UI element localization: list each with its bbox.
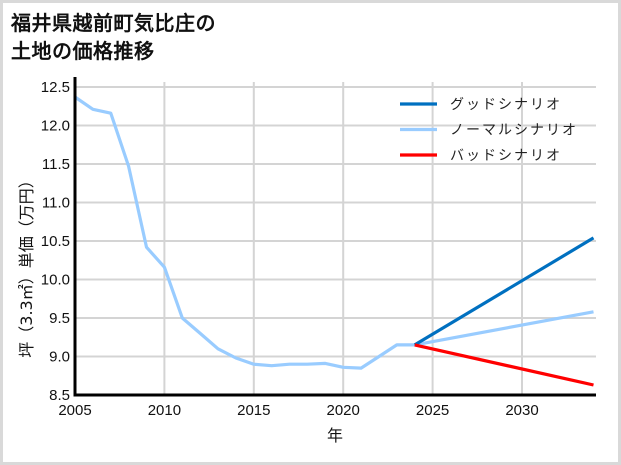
y-tick-label: 8.5 [49, 387, 70, 404]
chart-title: 福井県越前町気比庄の 土地の価格推移 [11, 9, 216, 65]
y-tick-label: 12.0 [41, 118, 70, 135]
data-lines [74, 95, 595, 387]
x-axis-label: 年 [327, 426, 343, 445]
legend-label: ノーマルシナリオ [450, 123, 578, 139]
x-tick-label: 2005 [58, 402, 91, 419]
x-tick-labels: 2005 2010 2015 2020 2025 2030 [58, 402, 538, 419]
x-tick-label: 2015 [237, 402, 270, 419]
y-tick-labels: 8.5 9.0 9.5 10.0 10.5 11.0 11.5 12.0 12.5 [41, 79, 70, 404]
legend-label: バッドシナリオ [450, 148, 562, 164]
y-tick-label: 9.0 [49, 349, 70, 366]
series-line [74, 95, 594, 370]
y-tick-label: 10.5 [41, 233, 70, 250]
x-tick-label: 2030 [505, 402, 538, 419]
y-axis-label: 坪（3.3㎡）単価（万円） [17, 172, 36, 357]
y-tick-label: 11.5 [42, 156, 70, 173]
title-line-2: 土地の価格推移 [11, 39, 155, 63]
legend-item: バッドシナリオ [400, 148, 562, 164]
series-line [413, 236, 595, 347]
axes [73, 77, 596, 397]
legend-item: グッドシナリオ [400, 97, 562, 113]
y-tick-label: 9.5 [49, 310, 70, 327]
y-tick-label: 12.5 [41, 79, 70, 96]
legend-item: ノーマルシナリオ [400, 123, 578, 139]
y-tick-label: 11.0 [42, 195, 70, 212]
series-line [414, 343, 594, 387]
y-tick-label: 10.0 [41, 272, 70, 289]
x-tick-label: 2020 [327, 402, 360, 419]
x-tick-label: 2025 [416, 402, 449, 419]
x-tick-label: 2010 [148, 402, 181, 419]
legend-label: グッドシナリオ [450, 97, 562, 113]
title-line-1: 福井県越前町気比庄の [11, 11, 216, 35]
